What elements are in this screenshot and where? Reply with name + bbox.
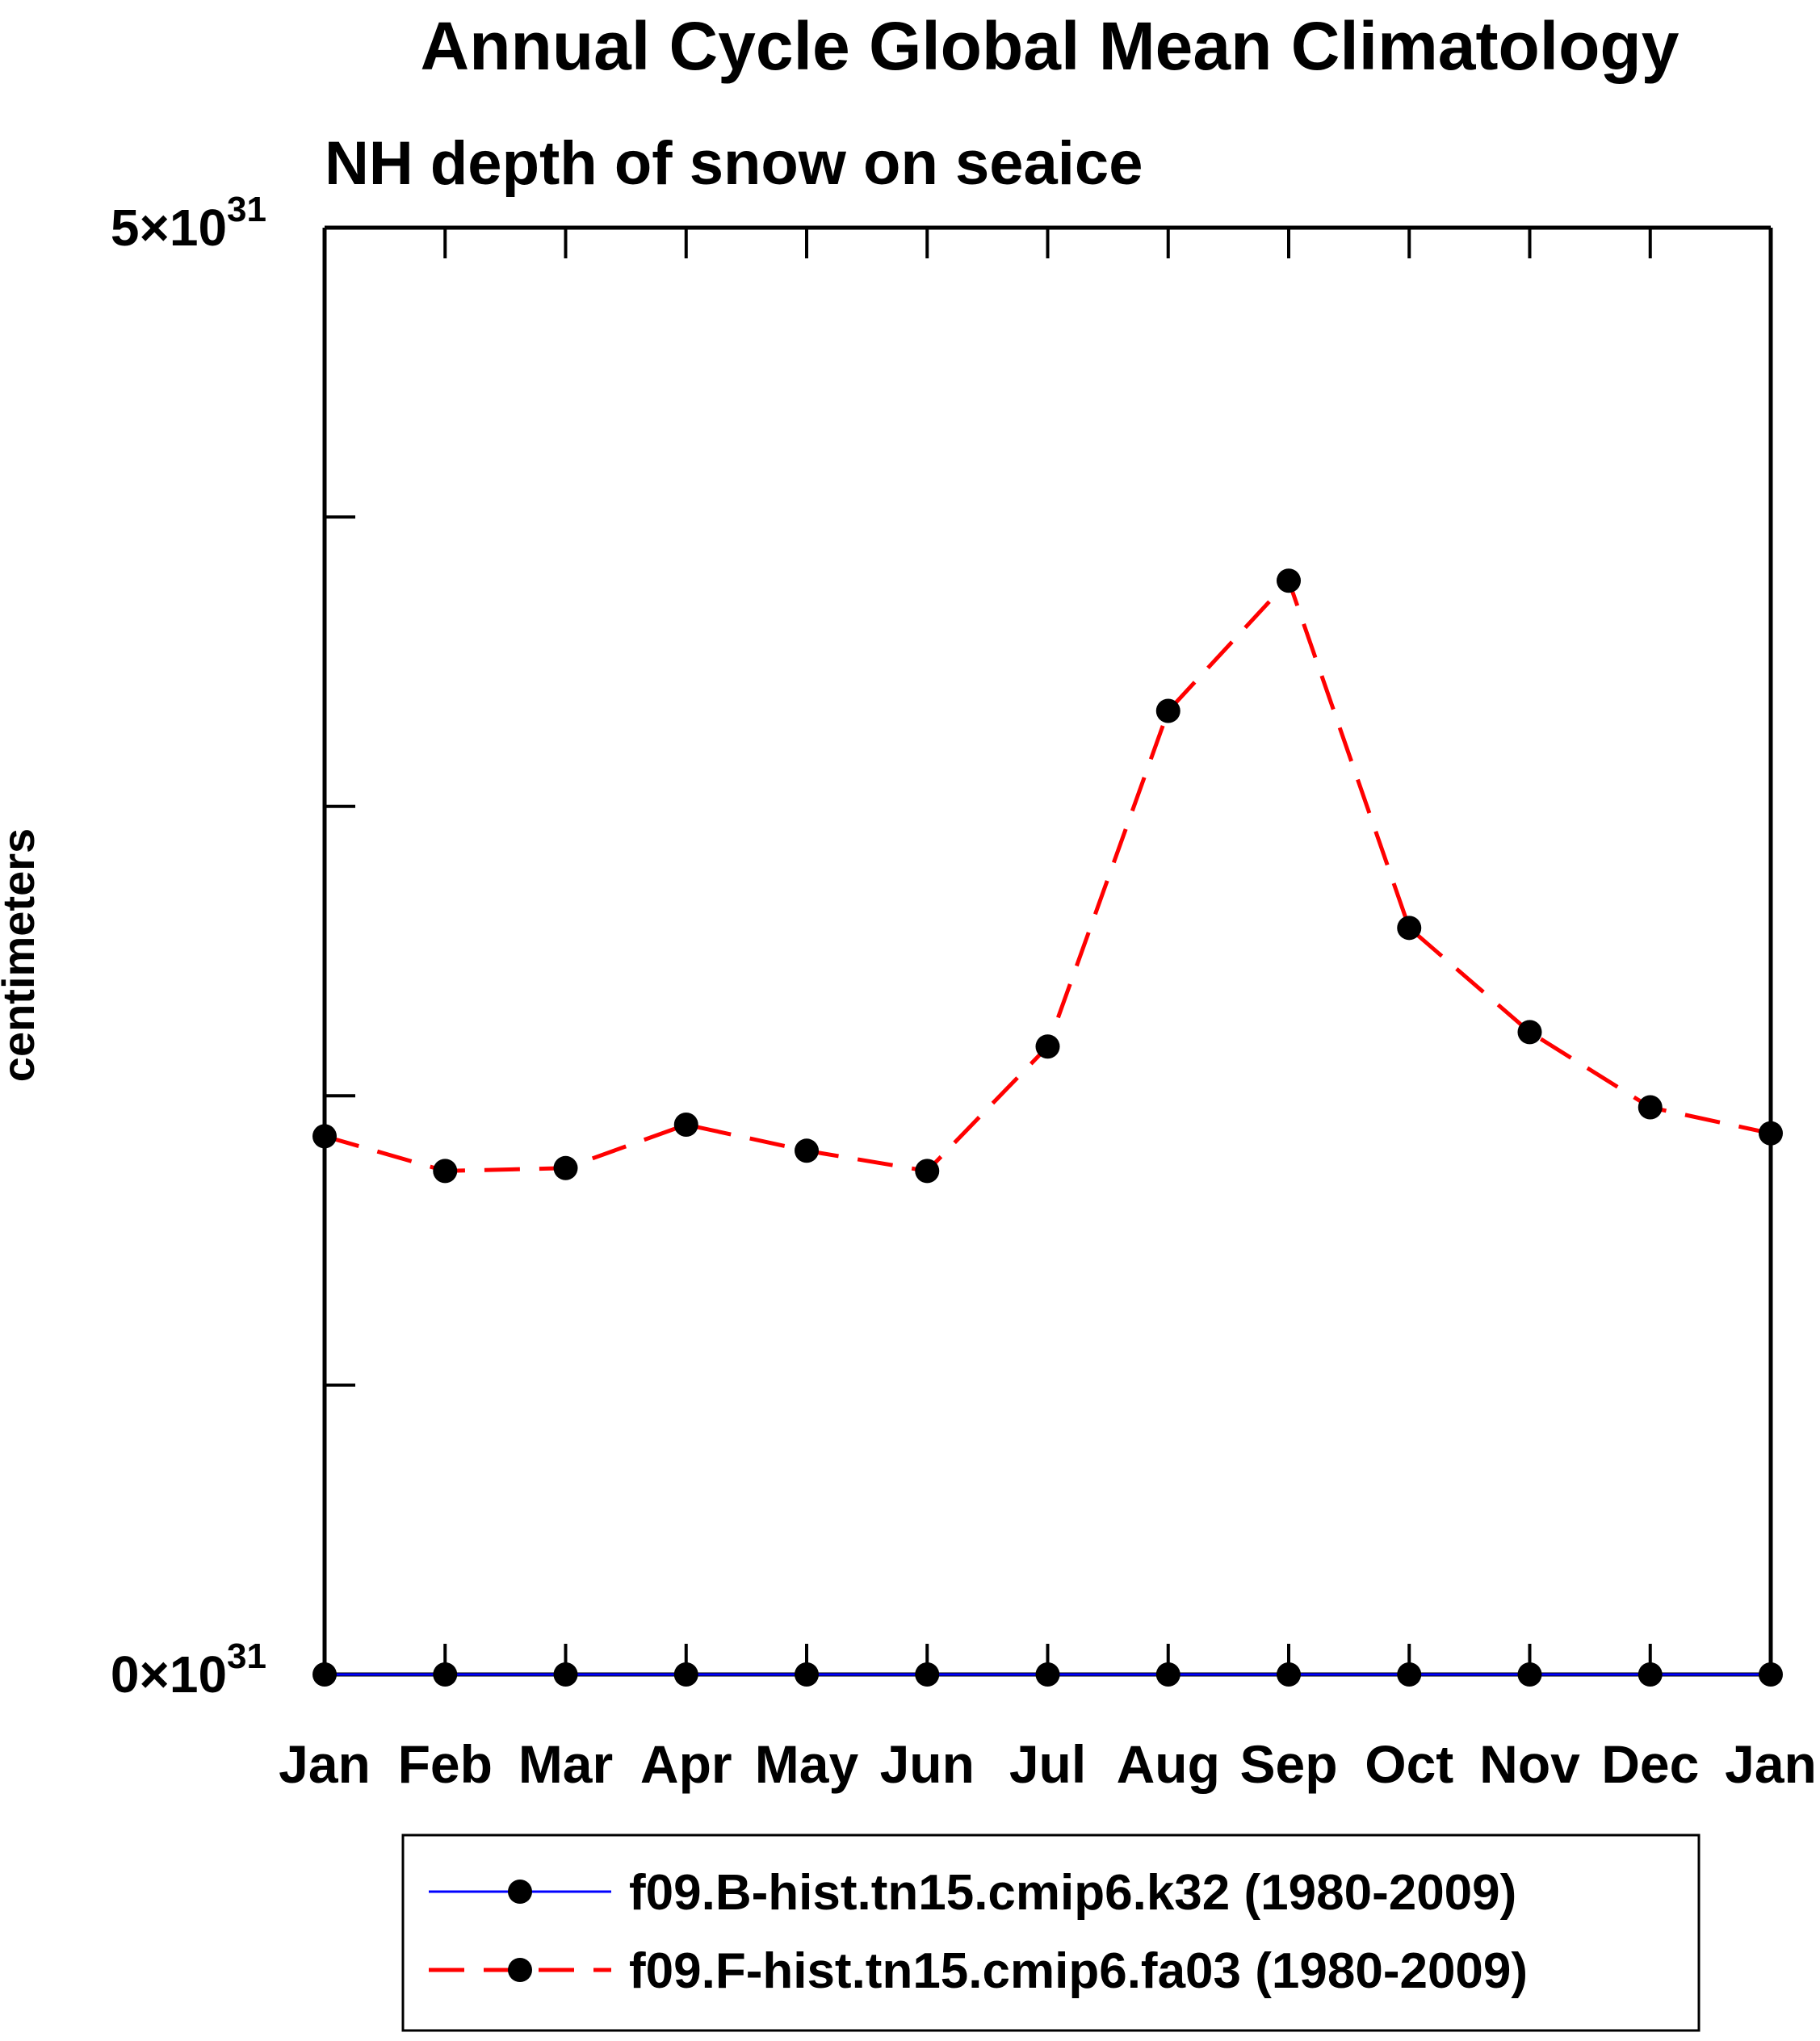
x-tick-labels: Jan Feb Mar Apr May Jun Jul Aug Sep Oct Nov Dec Jan xyxy=(279,1734,1817,1794)
legend: f09.B-hist.tn15.cmip6.k32 (1980-2009) f09… xyxy=(401,1834,1700,2032)
data-point-marker xyxy=(433,1159,458,1184)
data-point-marker xyxy=(1277,1662,1301,1687)
x-tick-label: Oct xyxy=(1365,1734,1453,1794)
y-tick-label: 0×1031 xyxy=(111,1637,266,1704)
data-point-marker xyxy=(1035,1662,1060,1687)
x-tick-label: Feb xyxy=(398,1734,493,1794)
plot-area: Jan Feb Mar Apr May Jun Jul Aug Sep Oct Nov Dec Jan0… xyxy=(111,190,1817,1794)
data-point-marker xyxy=(312,1124,337,1149)
data-point-marker xyxy=(673,1113,698,1138)
legend-box xyxy=(401,1834,1700,2032)
x-tick-label: Apr xyxy=(640,1734,732,1794)
data-point-marker xyxy=(1277,568,1301,593)
data-point-marker xyxy=(915,1662,940,1687)
data-point-marker xyxy=(312,1662,337,1687)
series-group xyxy=(312,568,1783,1687)
data-point-marker xyxy=(915,1159,940,1184)
legend-entry: f09.F-hist.tn15.cmip6.fa03 (1980-2009) xyxy=(429,1943,1528,1999)
x-tick-label: Jan xyxy=(279,1734,371,1794)
axes-frame xyxy=(322,225,1773,1677)
chart-subtitle: NH depth of snow on seaice xyxy=(325,129,1143,198)
x-tick-label: Nov xyxy=(1479,1734,1580,1794)
data-point-marker xyxy=(1517,1020,1542,1045)
legend-label: f09.F-hist.tn15.cmip6.fa03 (1980-2009) xyxy=(629,1943,1528,1999)
x-tick-label: Jun xyxy=(880,1734,975,1794)
data-point-marker xyxy=(1155,698,1180,723)
y-axis-title: centimeters xyxy=(0,828,44,1082)
data-point-marker xyxy=(1155,1662,1180,1687)
data-point-marker xyxy=(1638,1662,1663,1687)
data-point-marker xyxy=(1759,1662,1783,1687)
x-tick-label: Jan xyxy=(1725,1734,1817,1794)
x-tick-label: Dec xyxy=(1601,1734,1699,1794)
data-point-marker xyxy=(673,1662,698,1687)
x-tick-label: Aug xyxy=(1117,1734,1220,1794)
data-point-marker xyxy=(795,1138,819,1163)
data-point-marker xyxy=(1397,916,1422,941)
legend-label: f09.B-hist.tn15.cmip6.k32 (1980-2009) xyxy=(629,1865,1516,1921)
chart-title: Annual Cycle Global Mean Climatology xyxy=(421,8,1680,84)
x-tick-label: May xyxy=(755,1734,859,1794)
data-point-marker xyxy=(1517,1662,1542,1687)
data-point-marker xyxy=(1035,1034,1060,1059)
data-point-marker xyxy=(433,1662,458,1687)
y-tick-label: 5×1031 xyxy=(111,190,266,257)
data-point-marker xyxy=(1638,1095,1663,1120)
data-point-marker xyxy=(1397,1662,1422,1687)
ticks xyxy=(323,226,1772,1676)
data-point-marker xyxy=(553,1662,578,1687)
x-tick-label: Mar xyxy=(518,1734,613,1794)
data-point-marker xyxy=(1759,1121,1783,1146)
legend-entry: f09.B-hist.tn15.cmip6.k32 (1980-2009) xyxy=(429,1865,1516,1921)
legend-marker xyxy=(508,1880,532,1904)
legend-marker xyxy=(508,1958,532,1982)
x-tick-label: Sep xyxy=(1239,1734,1337,1794)
data-point-marker xyxy=(795,1662,819,1687)
x-tick-label: Jul xyxy=(1009,1734,1086,1794)
data-point-marker xyxy=(553,1155,578,1180)
series-line-1 xyxy=(324,576,1772,1174)
